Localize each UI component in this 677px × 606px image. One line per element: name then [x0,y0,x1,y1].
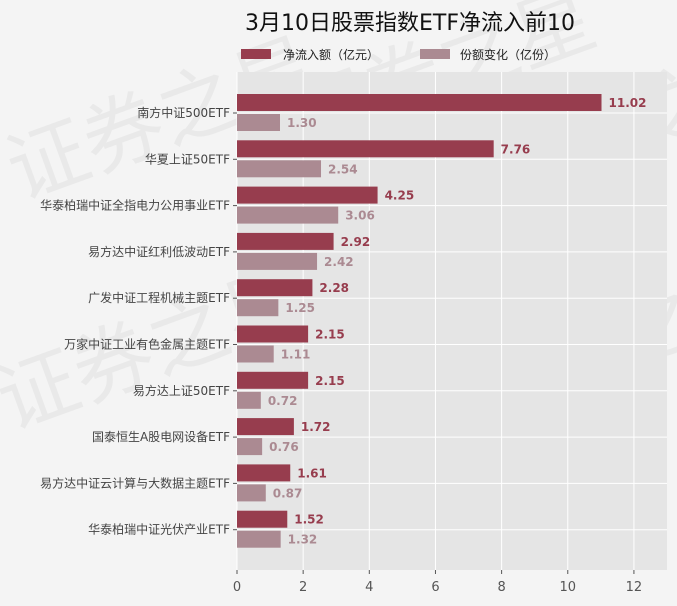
category-label: 易方达上证50ETF [133,383,230,398]
x-tick-label: 12 [626,580,643,595]
data-label-share-change: 1.25 [285,301,315,315]
legend-label-net-inflow: 净流入额（亿元） [283,47,379,62]
bar-net-inflow [237,325,309,343]
data-label-share-change: 1.11 [281,348,311,362]
category-label: 万家中证工业有色金属主题ETF [64,337,230,352]
data-label-net-inflow: 2.28 [319,281,349,295]
bar-net-inflow [237,94,602,111]
category-label: 易方达中证红利低波动ETF [88,244,230,259]
category-label: 华泰柏瑞中证全指电力公用事业ETF [40,198,230,213]
bar-share-change [237,484,266,502]
category-label: 广发中证工程机械主题ETF [88,290,230,305]
category-label: 国泰恒生A股电网设备ETF [92,430,230,444]
data-label-net-inflow: 1.72 [301,420,331,434]
data-label-share-change: 0.72 [268,394,298,408]
bar-net-inflow [237,232,334,250]
data-label-net-inflow: 4.25 [385,189,415,203]
bar-share-change [237,252,318,270]
chart-title: 3月10日股票指数ETF净流入前10 [245,11,575,36]
category-label: 华夏上证50ETF [145,152,230,166]
data-label-share-change: 1.30 [287,116,317,130]
legend-swatch-net-inflow [241,49,271,59]
bar-share-change [237,299,279,317]
bar-share-change [237,345,274,363]
legend-swatch-share-change [420,49,450,59]
data-label-share-change: 3.06 [345,209,375,223]
x-tick-label: 10 [559,580,576,595]
category-label: 易方达中证云计算与大数据主题ETF [40,475,230,490]
data-label-share-change: 2.54 [328,162,358,176]
x-tick-label: 2 [299,580,307,595]
x-tick-label: 6 [431,580,439,595]
category-label: 华泰柏瑞中证光伏产业ETF [88,522,230,537]
bar-share-change [237,160,322,178]
data-label-share-change: 2.42 [324,255,354,269]
bar-net-inflow [237,371,309,389]
bar-share-change [237,206,339,224]
bar-share-change [237,530,281,548]
data-label-net-inflow: 7.76 [501,142,531,156]
legend-label-share-change: 份额变化（亿份） [460,47,556,62]
bar-net-inflow [237,464,291,482]
data-label-net-inflow: 1.52 [294,513,324,527]
category-label: 南方中证500ETF [137,105,230,120]
bar-share-change [237,391,261,409]
data-label-net-inflow: 11.02 [609,96,647,110]
data-label-net-inflow: 2.92 [341,235,371,249]
data-label-net-inflow: 2.15 [315,374,345,388]
x-tick-label: 4 [365,580,373,595]
data-label-net-inflow: 2.15 [315,328,345,342]
data-label-share-change: 1.32 [288,533,318,547]
bar-net-inflow [237,186,378,204]
bar-net-inflow [237,279,313,297]
bar-net-inflow [237,140,494,158]
bar-share-change [237,114,280,131]
data-label-share-change: 0.87 [273,486,303,500]
bar-share-change [237,438,263,456]
bar-net-inflow [237,418,294,436]
data-label-share-change: 0.76 [269,440,299,454]
bar-net-inflow [237,510,288,528]
x-tick-label: 8 [497,580,505,595]
x-tick-label: 0 [233,580,241,595]
data-label-net-inflow: 1.61 [297,466,327,480]
